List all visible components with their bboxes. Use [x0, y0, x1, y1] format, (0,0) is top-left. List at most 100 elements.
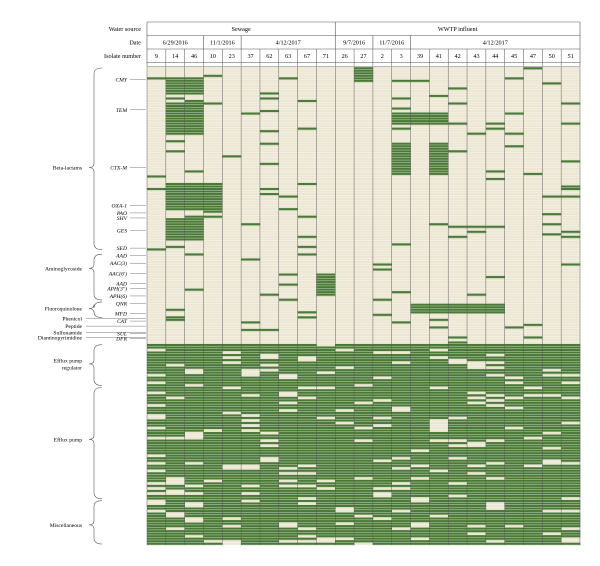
gene-present-cell — [504, 446, 524, 450]
gene-present-cell — [165, 102, 185, 105]
gene-present-cell — [316, 456, 336, 460]
gene-present-cell — [316, 280, 336, 284]
gene-present-cell — [467, 539, 487, 543]
gene-present-cell — [523, 67, 543, 70]
gene-present-cell — [542, 444, 562, 448]
gene-present-cell — [147, 421, 167, 425]
gene-present-cell — [259, 507, 279, 510]
gene-present-cell — [410, 467, 430, 470]
gene-present-cell — [523, 366, 543, 370]
gene-present-cell — [561, 451, 581, 455]
gene-present-cell — [372, 497, 392, 500]
gene-present-cell — [561, 441, 581, 445]
gene-present-cell — [391, 504, 411, 508]
gene-present-cell — [259, 504, 279, 508]
gene-present-cell — [372, 482, 392, 485]
gene-present-cell — [241, 389, 261, 392]
gene-present-cell — [147, 489, 167, 493]
gene-present-cell — [297, 421, 317, 425]
gene-present-cell — [165, 472, 185, 475]
gene-present-cell — [542, 409, 562, 412]
gene-present-cell — [165, 401, 185, 405]
gene-present-cell — [504, 529, 524, 533]
gene-present-cell — [561, 358, 581, 362]
gene-present-cell — [448, 429, 468, 432]
gene-present-cell — [241, 527, 261, 531]
gene-present-cell — [241, 406, 261, 410]
gene-present-cell — [316, 477, 336, 480]
gene-present-cell — [410, 122, 430, 126]
gene-present-cell — [542, 414, 562, 417]
gene-present-cell — [335, 396, 355, 400]
gene-present-cell — [391, 243, 411, 246]
gene-present-cell — [297, 368, 317, 372]
gene-present-cell — [203, 373, 223, 377]
gene-present-cell — [561, 446, 581, 450]
gene-present-cell — [372, 394, 392, 397]
gene-present-cell — [504, 469, 524, 473]
gene-present-cell — [297, 363, 317, 367]
gene-present-cell — [259, 391, 279, 395]
gene-present-cell — [297, 406, 317, 410]
gene-present-cell — [222, 371, 242, 375]
gene-present-cell — [222, 507, 242, 510]
gene-present-cell — [523, 512, 543, 516]
gene-present-cell — [354, 358, 374, 362]
gene-present-cell — [485, 529, 505, 533]
gene-present-cell — [165, 444, 185, 448]
gene-present-cell — [504, 404, 524, 407]
gene-present-cell — [542, 454, 562, 458]
gene-present-cell — [241, 386, 261, 390]
gene-label: GES — [117, 229, 127, 235]
gene-present-cell — [542, 441, 562, 445]
isolate-number: 37 — [247, 53, 253, 60]
gene-present-cell — [297, 494, 317, 498]
gene-present-cell — [391, 150, 411, 153]
gene-present-cell — [391, 519, 411, 523]
gene-present-cell — [467, 409, 487, 412]
gene-present-cell — [203, 394, 223, 397]
gene-present-cell — [222, 155, 242, 158]
gene-present-cell — [184, 187, 204, 191]
gene-present-cell — [542, 406, 562, 410]
gene-present-cell — [241, 482, 261, 485]
gene-present-cell — [467, 381, 487, 385]
gene-present-cell — [523, 537, 543, 541]
gene-present-cell — [165, 119, 185, 123]
gene-present-cell — [372, 529, 392, 533]
gene-present-cell — [147, 542, 167, 546]
gene-present-cell — [259, 386, 279, 390]
gene-present-cell — [203, 210, 223, 214]
gene-present-cell — [165, 195, 185, 199]
gene-present-cell — [542, 512, 562, 516]
gene-present-cell — [165, 497, 185, 500]
gene-present-cell — [410, 529, 430, 533]
gene-present-cell — [354, 454, 374, 458]
gene-present-cell — [147, 401, 167, 405]
gene-present-cell — [410, 389, 430, 392]
gene-present-cell — [391, 411, 411, 415]
gene-present-cell — [429, 371, 449, 375]
gene-present-cell — [316, 381, 336, 385]
isolate-number: 27 — [360, 53, 366, 60]
gene-present-cell — [391, 378, 411, 382]
gene-present-cell — [297, 351, 317, 354]
gene-present-cell — [467, 459, 487, 463]
gene-present-cell — [259, 383, 279, 387]
gene-present-cell — [278, 366, 298, 370]
gene-present-cell — [165, 187, 185, 191]
gene-present-cell — [410, 479, 430, 483]
gene-present-cell — [542, 222, 562, 226]
gene-present-cell — [429, 434, 449, 438]
gene-present-cell — [410, 542, 430, 546]
gene-present-cell — [354, 409, 374, 412]
gene-present-cell — [316, 419, 336, 422]
gene-present-cell — [410, 351, 430, 354]
gene-present-cell — [222, 429, 242, 432]
isolate-number: 63 — [285, 53, 291, 60]
gene-present-cell — [504, 399, 524, 402]
gene-present-cell — [184, 464, 204, 468]
gene-present-cell — [165, 122, 185, 126]
gene-present-cell — [410, 303, 430, 307]
gene-present-cell — [241, 474, 261, 478]
